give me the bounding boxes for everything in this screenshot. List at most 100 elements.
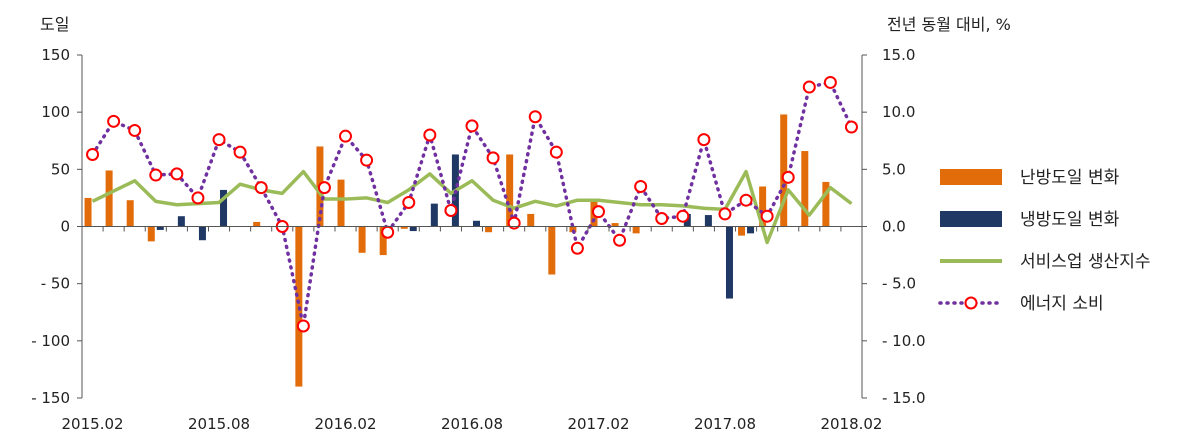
cooling-bar xyxy=(430,203,438,227)
energy-point xyxy=(802,80,816,94)
heating-bar xyxy=(822,181,830,227)
heating-bar xyxy=(527,213,535,227)
energy-point xyxy=(613,233,627,247)
energy-point xyxy=(296,319,310,333)
energy-point xyxy=(823,75,837,89)
y-right-tick-label: 5.0 xyxy=(882,160,906,178)
energy-point xyxy=(149,168,163,182)
energy-point xyxy=(760,209,774,223)
x-tick-label: 2015.08 xyxy=(188,415,250,433)
legend-label: 난방도일 변화 xyxy=(1020,168,1120,188)
legend-swatch-heating xyxy=(940,169,1002,185)
axes-layer: 150 100 50 0 - 50 - 100 - 150 15.0 10.0 5.0 0.0 - 5… xyxy=(31,46,925,433)
energy-point xyxy=(360,153,374,167)
cooling-bar xyxy=(704,215,712,227)
heating-bar xyxy=(569,226,577,233)
energy-point xyxy=(697,133,711,147)
heating-bar xyxy=(253,221,261,227)
energy-point xyxy=(423,128,437,142)
y-left-tick-label: 50 xyxy=(51,160,70,178)
y-right-tick-label: - 5.0 xyxy=(882,275,916,293)
service-index-line xyxy=(91,169,853,245)
cooling-bar xyxy=(725,226,733,299)
energy-point xyxy=(718,207,732,221)
energy-point xyxy=(191,191,205,205)
x-tick-label: 2017.02 xyxy=(567,415,629,433)
heating-bar xyxy=(105,170,113,227)
energy-point xyxy=(528,110,542,124)
energy-point xyxy=(844,120,858,134)
energy-point xyxy=(402,195,416,209)
y-left-tick-label: - 150 xyxy=(31,389,70,407)
y-left-tick-label: 0 xyxy=(60,218,70,236)
energy-point xyxy=(86,147,100,161)
y-right-tick-label: - 15.0 xyxy=(882,389,926,407)
heating-bar xyxy=(801,151,809,227)
heating-bar xyxy=(611,223,619,227)
energy-point xyxy=(170,167,184,181)
energy-point xyxy=(212,133,226,147)
energy-point xyxy=(781,170,795,184)
heating-bar xyxy=(379,226,387,256)
y-left-tick-label: - 50 xyxy=(41,275,70,293)
energy-point xyxy=(634,179,648,193)
legend-marker-energy xyxy=(964,296,978,310)
y-left-axis-title: 도일 xyxy=(40,15,69,34)
legend-label: 서비스업 생산지수 xyxy=(1020,252,1151,272)
energy-point xyxy=(254,181,268,195)
energy-point xyxy=(676,209,690,223)
y-left-tick-label: 100 xyxy=(41,103,70,121)
energy-point xyxy=(444,203,458,217)
y-left-tick-label: 150 xyxy=(41,46,70,64)
energy-point xyxy=(128,123,142,137)
heating-bar xyxy=(738,226,746,236)
cooling-bar xyxy=(747,226,755,234)
heating-bar xyxy=(632,226,640,234)
heating-bar xyxy=(126,200,134,227)
energy-point xyxy=(107,114,121,128)
y-right-tick-label: - 10.0 xyxy=(882,332,926,350)
x-tick-label: 2015.02 xyxy=(62,415,124,433)
energy-point xyxy=(655,211,669,225)
energy-point xyxy=(486,151,500,165)
heating-bar xyxy=(485,226,493,233)
cooling-bar xyxy=(409,226,417,232)
heating-bar xyxy=(358,226,366,253)
cooling-bar xyxy=(156,226,164,230)
energy-point xyxy=(381,225,395,239)
x-tick-label: 2017.08 xyxy=(694,415,756,433)
y-right-tick-label: 0.0 xyxy=(882,218,906,236)
energy-point xyxy=(317,181,331,195)
energy-point xyxy=(739,193,753,207)
heating-bar xyxy=(84,197,92,227)
heating-bar xyxy=(506,154,514,227)
cooling-bar xyxy=(220,189,228,227)
heating-bar xyxy=(400,226,408,229)
x-tick-label: 2016.02 xyxy=(314,415,376,433)
y-right-axis-title: 전년 동월 대비, % xyxy=(887,15,1011,34)
energy-point xyxy=(465,119,479,133)
x-tick-label: 2016.08 xyxy=(441,415,503,433)
energy-point xyxy=(507,216,521,230)
legend-label: 냉방도일 변화 xyxy=(1020,210,1120,230)
y-left-tick-label: - 100 xyxy=(31,332,70,350)
energy-point xyxy=(339,129,353,143)
heating-bar xyxy=(147,226,155,242)
cooling-bar xyxy=(177,216,185,227)
lines-layer xyxy=(86,75,858,333)
heating-bar xyxy=(759,186,767,227)
y-right-tick-label: 15.0 xyxy=(882,46,915,64)
heating-bar xyxy=(780,114,788,227)
y-right-tick-label: 10.0 xyxy=(882,103,915,121)
energy-point xyxy=(570,241,584,255)
heating-bar xyxy=(337,179,345,227)
legend-label: 에너지 소비 xyxy=(1020,294,1104,314)
energy-point xyxy=(233,145,247,159)
energy-point xyxy=(591,205,605,219)
cooling-bar xyxy=(198,226,206,241)
heating-bar xyxy=(548,226,556,275)
cooling-bar xyxy=(473,220,480,227)
x-tick-label: 2018.02 xyxy=(820,415,882,433)
